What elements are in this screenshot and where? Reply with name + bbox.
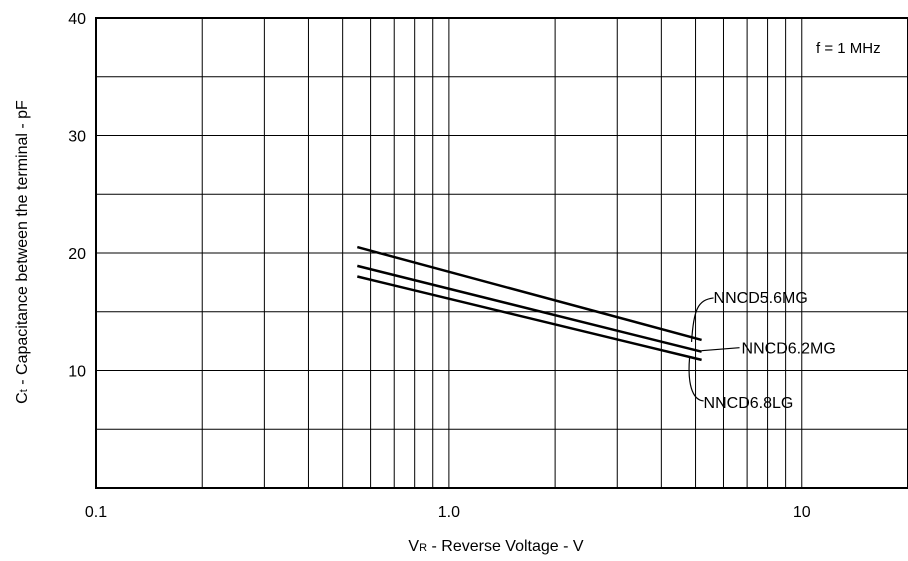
series-lines: [356, 245, 702, 362]
series-line-nncd6-2mg: [356, 264, 702, 353]
x-axis-label: VR - Reverse Voltage - V: [408, 538, 583, 555]
x-axis-label-rest: - Reverse Voltage - V: [427, 538, 584, 555]
x-tick-label: 0.1: [85, 504, 107, 521]
x-tick-label: 10: [793, 504, 811, 521]
x-tick-labels: 0.1 1.0 10: [85, 504, 811, 521]
plot-frame: [95, 17, 908, 489]
x-axis-label-sub: R: [419, 542, 427, 554]
y-tick-label: 30: [68, 129, 86, 146]
series-line-nncd5-6mg: [356, 245, 702, 342]
y-tick-label: 10: [68, 364, 86, 381]
leader-line: [701, 347, 740, 352]
x-tick-label: 1.0: [438, 504, 460, 521]
y-axis-label-main: C: [14, 392, 31, 404]
series-label: NNCD5.6MG: [714, 290, 808, 307]
y-tick-label: 20: [68, 246, 86, 263]
frequency-annotation: f = 1 MHz: [816, 40, 881, 57]
series-label: NNCD6.2MG: [742, 341, 836, 358]
grid: [96, 18, 908, 488]
x-axis-label-main: V: [408, 538, 419, 555]
y-axis-label: Ct - Capacitance between the terminal - …: [14, 100, 31, 404]
y-tick-labels: 10 20 30 40: [68, 11, 86, 381]
series-label: NNCD6.8LG: [704, 395, 794, 412]
y-tick-label: 40: [68, 11, 86, 28]
y-axis-label-rest: - Capacitance between the terminal - pF: [14, 100, 31, 389]
y-axis-label-sub: t: [18, 389, 30, 392]
leader-line: [690, 297, 714, 342]
leader-line: [688, 357, 704, 402]
series-line-nncd6-8lg: [357, 275, 702, 362]
series-labels: NNCD5.6MG NNCD6.2MG NNCD6.8LG: [688, 290, 836, 412]
